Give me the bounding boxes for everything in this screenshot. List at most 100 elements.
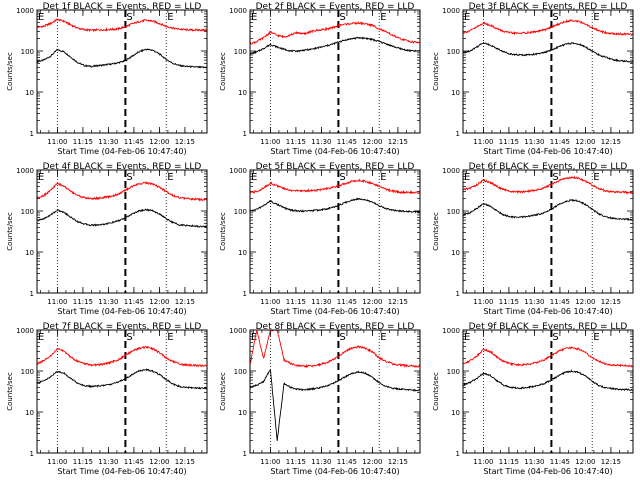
y-tick-label: 100 <box>21 208 34 216</box>
x-tick-label: 11:45 <box>550 138 570 146</box>
x-tick-label: 12:00 <box>575 458 595 466</box>
x-tick-label: 11:30 <box>311 458 331 466</box>
marker-label: E <box>38 12 44 23</box>
x-tick-label: 11:45 <box>550 298 570 306</box>
panel-det-6f: Det 6f BLACK = Events, RED = LLD Counts/s… <box>432 162 634 316</box>
x-tick-label: 11:30 <box>524 458 544 466</box>
panel-title: Det 7f BLACK = Events, RED = LLD <box>43 322 202 332</box>
plot-frame <box>462 9 634 134</box>
panel-det-9f: Det 9f BLACK = Events, RED = LLD Counts/s… <box>432 322 634 476</box>
series-events-line <box>37 368 207 390</box>
plot-frame <box>36 329 208 454</box>
panel-title: Det 9f BLACK = Events, RED = LLD <box>469 322 628 332</box>
x-tick-label: 12:15 <box>388 458 408 466</box>
y-tick-label: 100 <box>447 48 460 56</box>
x-axis-label: Start Time (04-Feb-06 10:47:40) <box>270 147 399 156</box>
x-tick-label: 11:45 <box>337 458 357 466</box>
x-axis-label: Start Time (04-Feb-06 10:47:40) <box>483 307 612 316</box>
x-tick-label: 11:15 <box>499 138 519 146</box>
x-tick-label: 11:45 <box>550 458 570 466</box>
series-lld-line <box>37 181 207 202</box>
y-tick-label: 100 <box>234 368 247 376</box>
x-axis-label: Start Time (04-Feb-06 10:47:40) <box>270 467 399 476</box>
series-events-line <box>37 208 207 229</box>
y-tick-label: 1000 <box>442 7 460 15</box>
x-tick-label: 11:30 <box>311 298 331 306</box>
plot-frame <box>249 329 421 454</box>
y-tick-label: 10 <box>238 409 247 417</box>
y-tick-label: 100 <box>447 208 460 216</box>
y-axis-label: Counts/sec <box>219 52 227 91</box>
marker-label: E <box>251 12 257 23</box>
x-tick-label: 12:15 <box>601 138 621 146</box>
marker-label: E <box>380 332 386 343</box>
x-tick-label: 12:15 <box>388 138 408 146</box>
x-axis-label: Start Time (04-Feb-06 10:47:40) <box>57 467 186 476</box>
y-tick-label: 10 <box>238 89 247 97</box>
panel-det-8f: Det 8f BLACK = Events, RED = LLD Counts/s… <box>219 322 421 476</box>
panel-title: Det 3f BLACK = Events, RED = LLD <box>469 2 628 12</box>
series-lld-line <box>250 178 420 195</box>
x-tick-label: 11:45 <box>337 138 357 146</box>
y-tick-label: 10 <box>451 249 460 257</box>
panel-det-4f: Det 4f BLACK = Events, RED = LLD Counts/s… <box>6 162 208 316</box>
marker-label: S <box>126 12 132 23</box>
y-tick-label: 10 <box>451 409 460 417</box>
series-events-line <box>37 48 207 69</box>
y-tick-label: 1000 <box>16 7 34 15</box>
marker-label: E <box>38 172 44 183</box>
x-tick-label: 11:00 <box>473 138 493 146</box>
x-tick-label: 12:15 <box>175 138 195 146</box>
marker-label: E <box>167 332 173 343</box>
x-tick-label: 11:00 <box>47 458 67 466</box>
y-tick-label: 100 <box>234 208 247 216</box>
series-events-line <box>250 36 420 55</box>
series-events-line <box>463 369 633 392</box>
panel-det-5f: Det 5f BLACK = Events, RED = LLD Counts/s… <box>219 162 421 316</box>
panel-det-2f: Det 2f BLACK = Events, RED = LLD Counts/s… <box>219 2 421 156</box>
series-lld-line <box>463 18 633 37</box>
x-tick-label: 12:15 <box>601 298 621 306</box>
y-tick-label: 1000 <box>229 167 247 175</box>
y-axis-label: Counts/sec <box>6 212 14 251</box>
marker-label: S <box>552 172 558 183</box>
marker-label: S <box>339 172 345 183</box>
marker-label: E <box>593 12 599 23</box>
panel-det-3f: Det 3f BLACK = Events, RED = LLD Counts/s… <box>432 2 634 156</box>
y-axis-label: Counts/sec <box>6 52 14 91</box>
x-tick-label: 12:00 <box>362 298 382 306</box>
x-tick-label: 12:15 <box>388 298 408 306</box>
panel-title: Det 6f BLACK = Events, RED = LLD <box>469 162 628 172</box>
plot-area <box>250 178 420 214</box>
x-tick-label: 12:00 <box>149 298 169 306</box>
x-tick-label: 11:15 <box>73 458 93 466</box>
x-tick-label: 11:15 <box>286 138 306 146</box>
marker-label: E <box>167 172 173 183</box>
plot-area <box>463 18 633 63</box>
x-tick-label: 12:00 <box>575 298 595 306</box>
y-tick-label: 1 <box>30 290 34 298</box>
y-tick-label: 1 <box>243 450 247 458</box>
panel-title: Det 4f BLACK = Events, RED = LLD <box>43 162 202 172</box>
x-tick-label: 11:00 <box>47 138 67 146</box>
y-tick-label: 1000 <box>16 167 34 175</box>
y-tick-label: 10 <box>238 249 247 257</box>
y-tick-label: 1000 <box>229 327 247 335</box>
series-lld-line <box>463 175 633 195</box>
y-axis-label: Counts/sec <box>432 212 440 251</box>
y-tick-label: 100 <box>447 368 460 376</box>
y-tick-label: 100 <box>234 48 247 56</box>
y-tick-label: 1 <box>30 130 34 138</box>
x-tick-label: 11:15 <box>499 458 519 466</box>
plot-frame <box>36 9 208 134</box>
y-tick-label: 1000 <box>229 7 247 15</box>
panel-det-7f: Det 7f BLACK = Events, RED = LLD Counts/s… <box>6 322 208 476</box>
marker-label: E <box>167 12 173 23</box>
plot-frame <box>462 169 634 294</box>
series-lld-line <box>37 18 207 33</box>
series-lld-line <box>250 21 420 45</box>
x-tick-label: 11:15 <box>73 298 93 306</box>
x-tick-label: 12:15 <box>601 458 621 466</box>
series-lld-line <box>37 345 207 368</box>
marker-label: E <box>380 12 386 23</box>
